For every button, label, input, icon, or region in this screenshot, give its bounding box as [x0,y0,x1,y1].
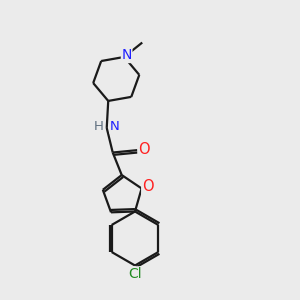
Text: N: N [122,49,132,62]
Text: O: O [142,179,153,194]
Text: Cl: Cl [128,267,142,281]
Text: H: H [94,120,104,133]
Text: N: N [110,120,119,133]
Text: O: O [138,142,150,157]
